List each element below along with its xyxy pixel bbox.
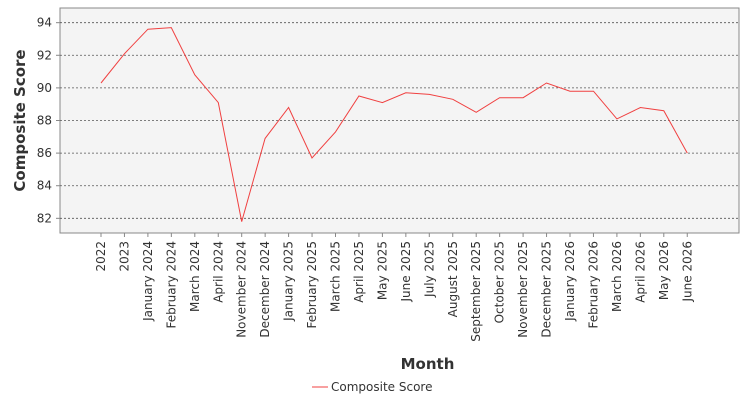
x-tick-label: May 2026	[657, 241, 671, 300]
legend-label: Composite Score	[331, 380, 432, 394]
y-tick-label: 82	[37, 211, 52, 225]
x-tick-label: March 2025	[329, 241, 343, 312]
x-tick-label: February 2025	[305, 241, 319, 329]
series-line	[100, 27, 688, 222]
x-tick-label: September 2025	[469, 241, 483, 342]
x-tick-label: January 2026	[563, 241, 577, 322]
x-tick-label: April 2026	[633, 241, 647, 303]
x-tick-label: April 2025	[352, 241, 366, 303]
y-tick-label: 94	[37, 16, 52, 30]
x-axis-title: Month	[401, 355, 455, 373]
y-tick-label: 86	[37, 146, 52, 160]
y-tick-label: 84	[37, 179, 52, 193]
x-tick-label: December 2024	[258, 241, 272, 338]
x-tick-label: May 2025	[375, 241, 389, 300]
x-tick-label: March 2024	[188, 241, 202, 312]
x-tick-label: November 2025	[516, 241, 530, 338]
x-tick-label: February 2024	[164, 241, 178, 329]
y-axis-title: Composite Score	[11, 49, 29, 191]
x-tick-label: July 2025	[422, 241, 436, 298]
x-tick-label: December 2025	[540, 241, 554, 338]
x-tick-label: March 2026	[610, 241, 624, 312]
x-tick-label: 2022	[94, 241, 108, 272]
x-tick-label: 2023	[117, 241, 131, 272]
y-tick-label: 92	[37, 48, 52, 62]
x-tick-label: June 2026	[680, 241, 694, 303]
x-tick-label: October 2025	[493, 241, 507, 323]
x-tick-label: April 2024	[211, 241, 225, 303]
x-tick-label: January 2024	[141, 241, 155, 322]
y-tick-label: 90	[37, 81, 52, 95]
y-tick-label: 88	[37, 114, 52, 128]
x-tick-label: August 2025	[446, 241, 460, 317]
x-tick-label: November 2024	[235, 241, 249, 338]
x-tick-label: January 2025	[282, 241, 296, 322]
x-tick-label: June 2025	[399, 241, 413, 303]
x-tick-label: February 2026	[586, 241, 600, 329]
